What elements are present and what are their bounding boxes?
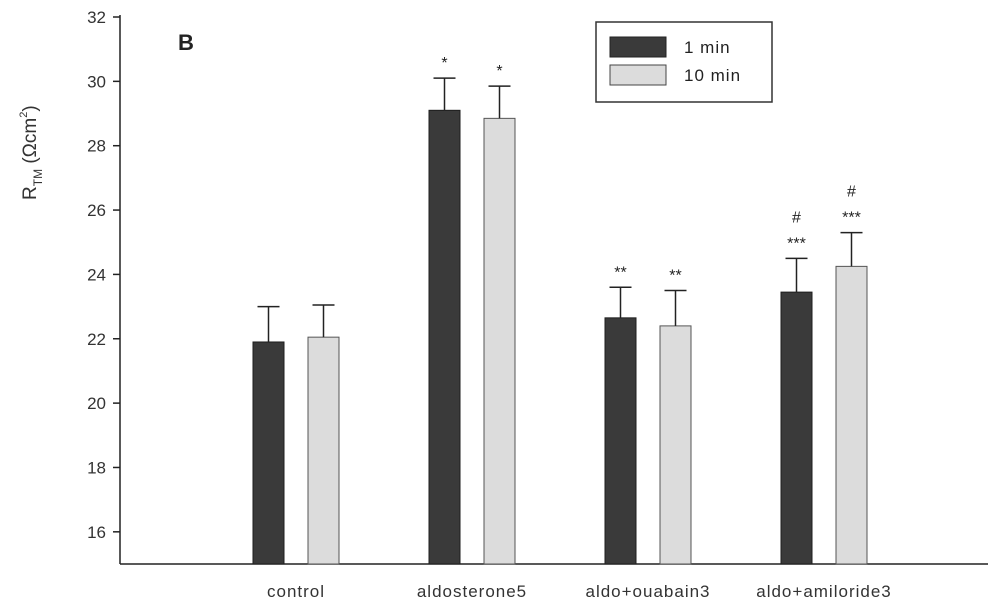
category-label: control <box>267 582 325 601</box>
y-axis: 16 18 20 22 24 26 28 30 32 <box>87 8 121 564</box>
legend: 1 min 10 min <box>595 21 773 103</box>
legend-box <box>595 21 773 103</box>
y-tick-label: 30 <box>87 72 106 91</box>
error-bars-group <box>257 77 863 342</box>
category-labels-group: control aldosterone5 aldo+ouabain3 aldo+ami… <box>267 582 892 601</box>
bar-aldo-amiloride3-10min <box>835 265 868 565</box>
bar-control-10min <box>307 336 340 565</box>
y-axis-title: RTM (Ωcm2) <box>18 105 45 200</box>
significance-stars: * <box>496 63 502 80</box>
y-tick-label: 18 <box>87 458 106 477</box>
category-label: aldo+amiloride3 <box>756 582 892 601</box>
significance-stars: *** <box>787 235 806 252</box>
significance-labels-group: * *** *****# ***# <box>441 55 860 284</box>
y-axis-title-main: R <box>20 186 41 200</box>
legend-label-1min: 1 min <box>684 38 731 57</box>
significance-stars: *** <box>842 210 861 227</box>
category-label: aldosterone5 <box>417 582 527 601</box>
y-axis-title-unit-close: ) <box>20 105 41 111</box>
y-tick-label: 22 <box>87 330 106 349</box>
bar-aldo-ouabain3-1min <box>604 317 637 565</box>
panel-label: B <box>178 30 194 55</box>
legend-label-10min: 10 min <box>684 66 741 85</box>
bar-control-1min <box>252 341 285 565</box>
y-tick-label: 28 <box>87 137 106 156</box>
significance-hash: # <box>792 209 801 226</box>
y-tick-label: 20 <box>87 394 106 413</box>
y-axis-title-unit: (Ωcm <box>20 118 41 169</box>
bar-aldo-ouabain3-10min <box>659 325 692 565</box>
y-tick-label: 26 <box>87 201 106 220</box>
significance-stars: * <box>441 55 447 72</box>
bar-aldosterone5-1min <box>428 109 461 565</box>
y-tick-label: 24 <box>87 265 106 284</box>
bar-aldosterone5-10min <box>483 117 516 565</box>
y-axis-title-subscript: TM <box>31 169 45 186</box>
bars-group <box>252 109 868 565</box>
legend-swatch-10min <box>609 64 667 86</box>
significance-stars: ** <box>669 268 681 285</box>
bar-aldo-amiloride3-1min <box>780 291 813 565</box>
y-tick-label: 32 <box>87 8 106 27</box>
significance-hash: # <box>847 184 856 201</box>
significance-stars: ** <box>614 264 626 281</box>
y-axis-title-superscript: 2 <box>18 112 30 118</box>
y-tick-label: 16 <box>87 523 106 542</box>
legend-swatch-1min <box>609 36 667 58</box>
category-label: aldo+ouabain3 <box>585 582 710 601</box>
